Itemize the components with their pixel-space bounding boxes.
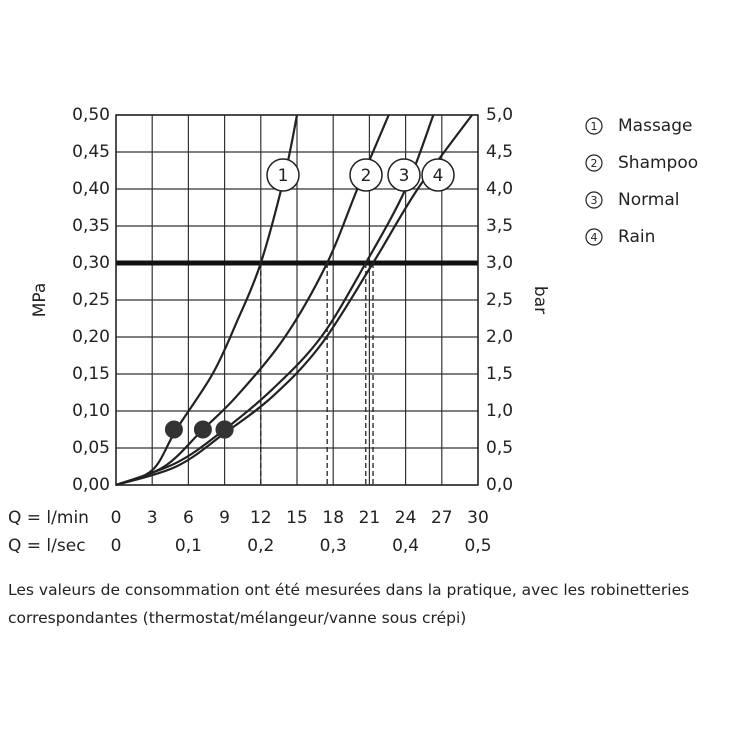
x2-tick-label: 0,5 [464, 536, 491, 556]
y-tick-label: 0,20 [72, 327, 110, 347]
marker [215, 420, 234, 439]
legend-ring [585, 191, 603, 209]
curve [115, 114, 435, 487]
x2-tick-label: 0,2 [247, 536, 274, 556]
legend-ring [585, 117, 603, 135]
x-tick-label: 0 [111, 508, 122, 528]
legend-label: Rain [618, 227, 655, 247]
legend-number: 2 [591, 157, 598, 170]
curve-label-ring [421, 158, 455, 192]
x-tick-label: 24 [395, 508, 417, 528]
x2-axis-label: Q = l/sec [8, 536, 86, 556]
curve [115, 114, 390, 487]
x2-tick-label: 0,1 [175, 536, 202, 556]
y2-tick-label: 1,5 [486, 364, 513, 384]
y2-tick-label: 3,5 [486, 216, 513, 236]
x-tick-label: 6 [183, 508, 194, 528]
curve-label: 1 [278, 166, 289, 186]
x-tick-label: 18 [322, 508, 344, 528]
y-tick-label: 0,40 [72, 179, 110, 199]
y2-tick-label: 2,0 [486, 327, 513, 347]
x-tick-label: 12 [250, 508, 272, 528]
y-tick-label: 0,25 [72, 290, 110, 310]
x-tick-label: 30 [467, 508, 489, 528]
y-tick-label: 0,00 [72, 475, 110, 495]
marker [164, 420, 183, 439]
legend-number: 1 [591, 120, 598, 133]
x-tick-label: 3 [147, 508, 158, 528]
y2-tick-label: 4,0 [486, 179, 513, 199]
legend-ring [585, 154, 603, 172]
curve [115, 114, 473, 487]
x-axis-label: Q = l/min [8, 508, 89, 528]
curve-label: 3 [399, 166, 410, 186]
x-tick-label: 21 [359, 508, 381, 528]
legend-ring [585, 228, 603, 246]
legend-label: Normal [618, 190, 680, 210]
marker [193, 420, 212, 439]
footnote: Les valeurs de consommation ont été mesu… [8, 581, 690, 627]
chart: Q = l/min Q = l/sec MPa bar 0,000,050,10… [8, 105, 698, 556]
y-tick-label: 0,30 [72, 253, 110, 273]
plot-frame [115, 114, 479, 486]
y2-tick-label: 3,0 [486, 253, 513, 273]
legend-label: Shampoo [618, 153, 698, 173]
legend-label: Massage [618, 116, 692, 136]
curve-label-ring [266, 158, 300, 192]
y-tick-label: 0,35 [72, 216, 110, 236]
y2-tick-label: 0,0 [486, 475, 513, 495]
y-tick-label: 0,05 [72, 438, 110, 458]
legend-number: 3 [591, 194, 598, 207]
y2-tick-label: 0,5 [486, 438, 513, 458]
x2-tick-label: 0,4 [392, 536, 419, 556]
x2-tick-label: 0 [111, 536, 122, 556]
y2-tick-label: 5,0 [486, 105, 513, 125]
x-tick-label: 9 [219, 508, 230, 528]
x-tick-label: 15 [286, 508, 308, 528]
curve-label: 2 [361, 166, 372, 186]
y-tick-label: 0,15 [72, 364, 110, 384]
x2-tick-label: 0,3 [320, 536, 347, 556]
curve-label-ring [349, 158, 383, 192]
y2-tick-label: 4,5 [486, 142, 513, 162]
y-tick-label: 0,10 [72, 401, 110, 421]
x-tick-label: 27 [431, 508, 453, 528]
y-tick-label: 0,50 [72, 105, 110, 125]
y2-tick-label: 2,5 [486, 290, 513, 310]
curve-label-ring [387, 158, 421, 192]
legend-number: 4 [591, 231, 598, 244]
y-axis-label: MPa [30, 283, 50, 318]
curve-label: 4 [433, 166, 444, 186]
y2-axis-label: bar [530, 286, 550, 314]
y2-tick-label: 1,0 [486, 401, 513, 421]
y-tick-label: 0,45 [72, 142, 110, 162]
